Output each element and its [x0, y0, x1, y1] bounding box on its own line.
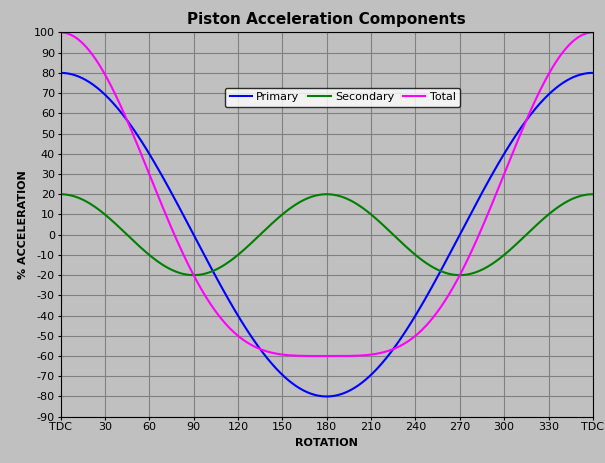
Total — [589, 30, 597, 35]
Secondary — [473, 269, 480, 275]
Title: Piston Acceleration Components: Piston Acceleration Components — [188, 12, 466, 27]
Primary — [473, 201, 480, 206]
Total — [323, 353, 330, 359]
Secondary — [589, 191, 597, 197]
Primary — [323, 394, 330, 399]
Primary — [272, 365, 280, 371]
Primary — [292, 382, 299, 388]
Primary — [57, 70, 64, 75]
Primary — [423, 294, 430, 299]
Secondary — [273, 217, 280, 222]
Total — [272, 351, 280, 357]
Y-axis label: % ACCELERATION: % ACCELERATION — [18, 170, 28, 279]
Secondary — [423, 261, 430, 266]
Total — [423, 322, 430, 328]
Secondary — [57, 191, 64, 197]
Line: Primary: Primary — [60, 73, 593, 396]
Secondary — [111, 220, 119, 226]
Total — [473, 238, 480, 244]
Primary — [482, 183, 489, 188]
X-axis label: ROTATION: ROTATION — [295, 438, 358, 448]
Secondary — [292, 202, 299, 207]
Line: Total: Total — [60, 32, 593, 356]
Primary — [111, 102, 119, 108]
Total — [292, 353, 299, 358]
Line: Secondary: Secondary — [60, 194, 593, 275]
Primary — [589, 70, 597, 75]
Legend: Primary, Secondary, Total: Primary, Secondary, Total — [225, 88, 460, 107]
Secondary — [190, 272, 197, 278]
Total — [111, 91, 119, 96]
Secondary — [482, 265, 489, 270]
Total — [57, 30, 64, 35]
Total — [482, 216, 489, 222]
